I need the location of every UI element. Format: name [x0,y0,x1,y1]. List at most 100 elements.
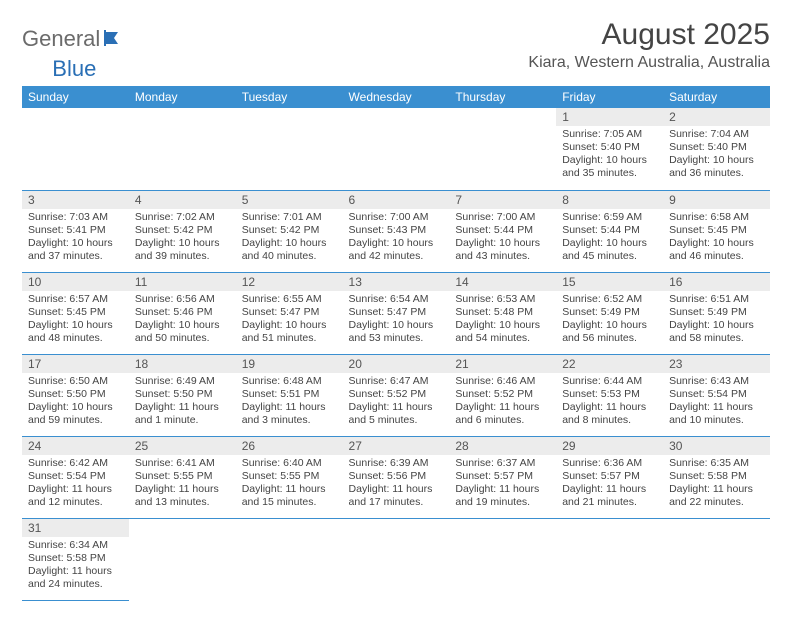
day-details: Sunrise: 7:00 AMSunset: 5:43 PMDaylight:… [343,209,450,268]
calendar-cell [663,518,770,600]
sunrise-text: Sunrise: 6:34 AM [28,539,123,552]
calendar-cell: 27Sunrise: 6:39 AMSunset: 5:56 PMDayligh… [343,436,450,518]
sunrise-text: Sunrise: 7:03 AM [28,211,123,224]
sunrise-text: Sunrise: 6:57 AM [28,293,123,306]
sunset-text: Sunset: 5:47 PM [242,306,337,319]
day-details: Sunrise: 6:36 AMSunset: 5:57 PMDaylight:… [556,455,663,514]
daylight-text: Daylight: 10 hours and 43 minutes. [455,237,550,263]
daylight-text: Daylight: 10 hours and 45 minutes. [562,237,657,263]
daylight-text: Daylight: 10 hours and 48 minutes. [28,319,123,345]
day-details: Sunrise: 7:05 AMSunset: 5:40 PMDaylight:… [556,126,663,185]
weekday-header: Tuesday [236,86,343,108]
sunrise-text: Sunrise: 6:56 AM [135,293,230,306]
day-details: Sunrise: 7:01 AMSunset: 5:42 PMDaylight:… [236,209,343,268]
sunrise-text: Sunrise: 7:00 AM [455,211,550,224]
sunrise-text: Sunrise: 6:48 AM [242,375,337,388]
day-details: Sunrise: 6:58 AMSunset: 5:45 PMDaylight:… [663,209,770,268]
sunset-text: Sunset: 5:50 PM [28,388,123,401]
day-details: Sunrise: 6:42 AMSunset: 5:54 PMDaylight:… [22,455,129,514]
sunset-text: Sunset: 5:40 PM [562,141,657,154]
day-details: Sunrise: 7:03 AMSunset: 5:41 PMDaylight:… [22,209,129,268]
weekday-header: Monday [129,86,236,108]
weekday-header: Saturday [663,86,770,108]
calendar-cell: 15Sunrise: 6:52 AMSunset: 5:49 PMDayligh… [556,272,663,354]
calendar-cell: 1Sunrise: 7:05 AMSunset: 5:40 PMDaylight… [556,108,663,190]
calendar-cell [556,518,663,600]
day-number: 19 [236,355,343,373]
day-number: 16 [663,273,770,291]
day-number: 3 [22,191,129,209]
calendar-week-row: 31Sunrise: 6:34 AMSunset: 5:58 PMDayligh… [22,518,770,600]
sunset-text: Sunset: 5:50 PM [135,388,230,401]
day-details: Sunrise: 6:51 AMSunset: 5:49 PMDaylight:… [663,291,770,350]
day-details: Sunrise: 6:34 AMSunset: 5:58 PMDaylight:… [22,537,129,596]
sunrise-text: Sunrise: 6:59 AM [562,211,657,224]
day-number: 28 [449,437,556,455]
daylight-text: Daylight: 11 hours and 17 minutes. [349,483,444,509]
day-number: 13 [343,273,450,291]
day-number: 21 [449,355,556,373]
logo: General [22,26,126,52]
weekday-header: Sunday [22,86,129,108]
calendar-cell: 28Sunrise: 6:37 AMSunset: 5:57 PMDayligh… [449,436,556,518]
calendar-cell: 13Sunrise: 6:54 AMSunset: 5:47 PMDayligh… [343,272,450,354]
daylight-text: Daylight: 11 hours and 22 minutes. [669,483,764,509]
calendar-cell: 24Sunrise: 6:42 AMSunset: 5:54 PMDayligh… [22,436,129,518]
calendar-week-row: 3Sunrise: 7:03 AMSunset: 5:41 PMDaylight… [22,190,770,272]
sunrise-text: Sunrise: 6:39 AM [349,457,444,470]
day-details: Sunrise: 6:41 AMSunset: 5:55 PMDaylight:… [129,455,236,514]
sunset-text: Sunset: 5:46 PM [135,306,230,319]
logo-text-2: Blue [52,56,96,82]
calendar-cell [449,518,556,600]
weekday-header: Thursday [449,86,556,108]
month-title: August 2025 [528,18,770,52]
daylight-text: Daylight: 10 hours and 58 minutes. [669,319,764,345]
day-number-empty [236,108,343,126]
day-details: Sunrise: 6:55 AMSunset: 5:47 PMDaylight:… [236,291,343,350]
calendar-cell: 23Sunrise: 6:43 AMSunset: 5:54 PMDayligh… [663,354,770,436]
day-details: Sunrise: 6:44 AMSunset: 5:53 PMDaylight:… [556,373,663,432]
day-number: 11 [129,273,236,291]
daylight-text: Daylight: 10 hours and 54 minutes. [455,319,550,345]
daylight-text: Daylight: 11 hours and 15 minutes. [242,483,337,509]
daylight-text: Daylight: 10 hours and 50 minutes. [135,319,230,345]
calendar-cell: 16Sunrise: 6:51 AMSunset: 5:49 PMDayligh… [663,272,770,354]
day-details: Sunrise: 7:04 AMSunset: 5:40 PMDaylight:… [663,126,770,185]
calendar-week-row: 10Sunrise: 6:57 AMSunset: 5:45 PMDayligh… [22,272,770,354]
sunset-text: Sunset: 5:44 PM [455,224,550,237]
day-number: 12 [236,273,343,291]
sunrise-text: Sunrise: 6:41 AM [135,457,230,470]
day-number: 24 [22,437,129,455]
calendar-cell: 22Sunrise: 6:44 AMSunset: 5:53 PMDayligh… [556,354,663,436]
daylight-text: Daylight: 11 hours and 13 minutes. [135,483,230,509]
sunrise-text: Sunrise: 7:01 AM [242,211,337,224]
daylight-text: Daylight: 10 hours and 39 minutes. [135,237,230,263]
daylight-text: Daylight: 10 hours and 40 minutes. [242,237,337,263]
day-number: 15 [556,273,663,291]
sunrise-text: Sunrise: 6:37 AM [455,457,550,470]
calendar-cell: 8Sunrise: 6:59 AMSunset: 5:44 PMDaylight… [556,190,663,272]
sunrise-text: Sunrise: 6:55 AM [242,293,337,306]
calendar-week-row: 1Sunrise: 7:05 AMSunset: 5:40 PMDaylight… [22,108,770,190]
day-details: Sunrise: 6:48 AMSunset: 5:51 PMDaylight:… [236,373,343,432]
day-number: 23 [663,355,770,373]
sunset-text: Sunset: 5:52 PM [455,388,550,401]
day-details: Sunrise: 6:37 AMSunset: 5:57 PMDaylight:… [449,455,556,514]
calendar-cell [22,108,129,190]
daylight-text: Daylight: 11 hours and 1 minute. [135,401,230,427]
calendar-cell: 18Sunrise: 6:49 AMSunset: 5:50 PMDayligh… [129,354,236,436]
daylight-text: Daylight: 10 hours and 53 minutes. [349,319,444,345]
day-number: 22 [556,355,663,373]
sunrise-text: Sunrise: 6:52 AM [562,293,657,306]
daylight-text: Daylight: 10 hours and 59 minutes. [28,401,123,427]
day-details: Sunrise: 6:53 AMSunset: 5:48 PMDaylight:… [449,291,556,350]
sunset-text: Sunset: 5:41 PM [28,224,123,237]
sunrise-text: Sunrise: 6:46 AM [455,375,550,388]
calendar-cell: 11 Sunrise: 6:56 AMSunset: 5:46 PMDayligh… [129,272,236,354]
day-details: Sunrise: 6:59 AMSunset: 5:44 PMDaylight:… [556,209,663,268]
sunset-text: Sunset: 5:49 PM [669,306,764,319]
sunrise-text: Sunrise: 6:36 AM [562,457,657,470]
calendar-cell: 20Sunrise: 6:47 AMSunset: 5:52 PMDayligh… [343,354,450,436]
calendar-cell: 2Sunrise: 7:04 AMSunset: 5:40 PMDaylight… [663,108,770,190]
sunrise-text: Sunrise: 6:53 AM [455,293,550,306]
